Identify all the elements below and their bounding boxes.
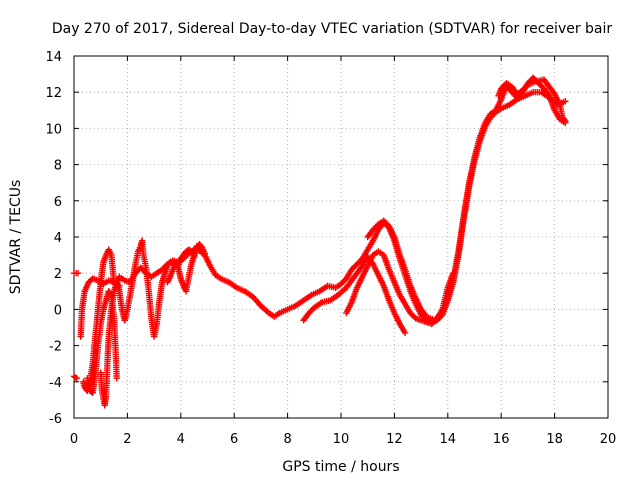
x-tick-label: 12 — [386, 432, 403, 447]
x-tick-label: 8 — [283, 432, 291, 447]
grid — [74, 56, 608, 418]
axis-ticks — [73, 55, 609, 419]
data-point — [201, 250, 209, 257]
x-tick-label: 4 — [177, 432, 185, 447]
data-point — [562, 117, 569, 125]
data-point — [72, 374, 79, 381]
x-tick-label: 2 — [123, 432, 131, 447]
series-mid-branch-3 — [343, 248, 457, 328]
data-point — [113, 374, 120, 382]
series-hump-2 — [164, 241, 209, 286]
series-mid-branch-2 — [300, 253, 409, 337]
series-early-low — [70, 373, 80, 382]
y-tick-label: 8 — [54, 159, 62, 174]
y-tick-label: 10 — [45, 122, 62, 137]
x-tick-label: 10 — [333, 432, 350, 447]
y-tick-label: 0 — [54, 303, 62, 318]
x-tick-label: 6 — [230, 432, 238, 447]
chart-title: Day 270 of 2017, Sidereal Day-to-day VTE… — [52, 21, 613, 37]
y-tick-label: 14 — [45, 50, 62, 65]
y-tick-label: 6 — [54, 195, 62, 210]
y-tick-labels: -6 -4 -2 0 2 4 6 8 10 12 14 — [45, 50, 62, 427]
x-axis-label: GPS time / hours — [282, 459, 399, 475]
series-early-start — [70, 270, 82, 277]
x-tick-label: 16 — [493, 432, 510, 447]
y-tick-label: 12 — [45, 86, 62, 101]
y-tick-label: -4 — [49, 376, 62, 391]
x-tick-label: 20 — [600, 432, 617, 447]
series-early-spikes-2 — [113, 237, 206, 340]
data-point — [401, 329, 409, 337]
data-point — [523, 83, 530, 90]
y-tick-label: 4 — [54, 231, 62, 246]
series-early-dip-c — [97, 89, 569, 409]
data-point — [562, 98, 569, 105]
data-point — [561, 116, 568, 124]
data-point — [74, 270, 82, 277]
y-axis-label: SDTVAR / TECUs — [8, 180, 24, 295]
y-tick-label: -2 — [49, 340, 62, 355]
data-series — [70, 74, 569, 409]
x-tick-label: 18 — [546, 432, 563, 447]
x-tick-labels: 0 2 4 6 8 10 12 14 16 18 20 — [70, 432, 616, 447]
x-tick-label: 0 — [70, 432, 78, 447]
series-late-hump — [495, 76, 569, 125]
data-point — [73, 374, 80, 382]
y-tick-label: 2 — [54, 267, 62, 282]
y-tick-label: -6 — [49, 412, 62, 427]
x-tick-label: 14 — [440, 432, 457, 447]
